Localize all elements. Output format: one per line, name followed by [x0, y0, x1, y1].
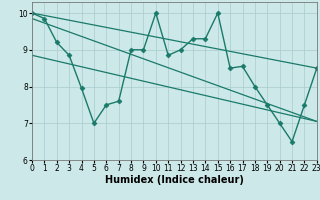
X-axis label: Humidex (Indice chaleur): Humidex (Indice chaleur) — [105, 175, 244, 185]
